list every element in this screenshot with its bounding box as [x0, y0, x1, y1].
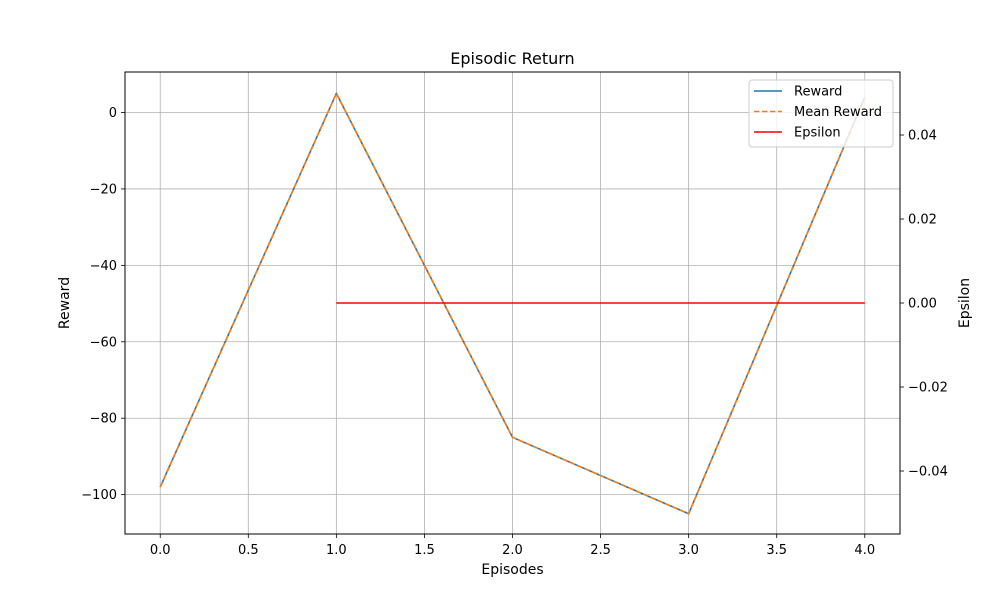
series-lines [159, 92, 866, 515]
y-tick-label: −60 [90, 335, 117, 350]
legend-label-epsilon: Epsilon [794, 126, 841, 141]
y-tick-label: −80 [90, 412, 117, 427]
y2-tick-label: 0.04 [908, 129, 937, 144]
x-tick-label: 4.0 [854, 543, 875, 558]
x-tick-label: 3.5 [766, 543, 787, 558]
legend: Reward Mean Reward Epsilon [748, 79, 894, 148]
series-line-mean-reward [159, 92, 866, 515]
x-tick-label: 1.5 [414, 543, 435, 558]
x-tick-label: 0.5 [238, 543, 259, 558]
legend-label-reward: Reward [794, 85, 842, 100]
legend-box [748, 79, 894, 148]
x-tick-label: 2.0 [502, 543, 523, 558]
x-tick-label: 0.0 [150, 543, 171, 558]
chart-title: Episodic Return [450, 49, 574, 68]
y2-tick-label: 0.02 [908, 213, 937, 228]
legend-label-mean-reward: Mean Reward [794, 105, 882, 120]
y2-tick-label: −0.02 [908, 381, 948, 396]
y2-axis-label: Epsilon [957, 278, 973, 328]
y-tick-label: 0 [109, 106, 117, 121]
y-axis-label: Reward [57, 277, 73, 329]
y-tick-label: −40 [90, 259, 117, 274]
y2-tick-label: 0.00 [908, 297, 937, 312]
y-tick-label: −100 [81, 488, 117, 503]
x-tick-label: 2.5 [590, 543, 611, 558]
y-tick-label: −20 [90, 182, 117, 197]
x-axis-label: Episodes [481, 562, 543, 578]
x-tick-label: 1.0 [326, 543, 347, 558]
axis-ticks: 0.0 0.5 1.0 1.5 2.0 2.5 3.0 3.5 4.0 0 −20 −40 −60 −80… [81, 106, 948, 558]
y2-tick-label: −0.04 [908, 465, 948, 480]
x-tick-label: 3.0 [678, 543, 699, 558]
